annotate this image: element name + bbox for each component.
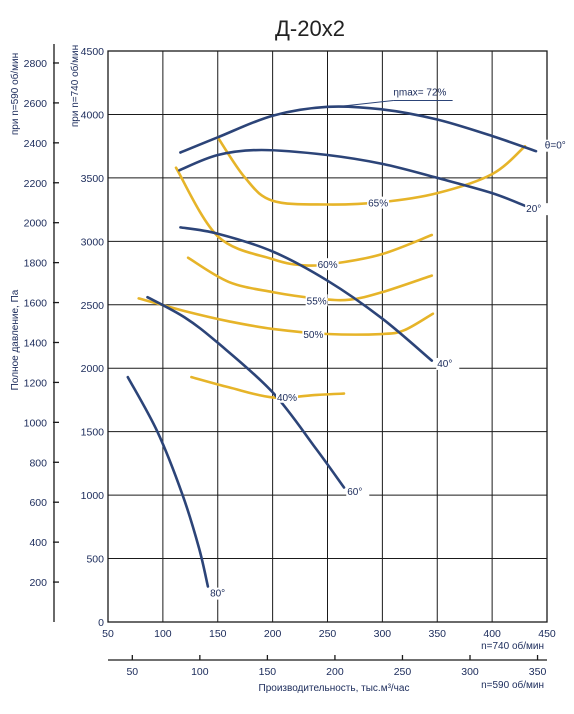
angle-label-bg bbox=[543, 139, 574, 152]
y-tick-label: 4500 bbox=[81, 46, 105, 58]
x-tick-label-590: 200 bbox=[326, 666, 344, 678]
x-tick-label: 200 bbox=[264, 628, 282, 640]
efficiency-curve-60 bbox=[174, 166, 434, 267]
angle-label-bg bbox=[436, 357, 460, 370]
angle-curve-60 bbox=[146, 295, 346, 489]
chart-title: Д-20x2 bbox=[275, 16, 345, 41]
efficiency-label-bg bbox=[302, 327, 325, 340]
efficiency-curve-40 bbox=[190, 375, 346, 399]
angle-curve-label: θ=0° bbox=[545, 141, 566, 152]
y-tick-label-590: 1400 bbox=[24, 337, 48, 349]
angle-curve-label: 20° bbox=[526, 204, 541, 215]
eta-max-leader bbox=[329, 99, 394, 108]
y-tick-label-590: 2600 bbox=[24, 98, 48, 110]
efficiency-curve-50 bbox=[137, 297, 435, 336]
efficiency-curve-65 bbox=[216, 136, 527, 206]
y-tick-label-590: 200 bbox=[29, 577, 47, 589]
angle-curve-label: 80° bbox=[210, 589, 225, 600]
eta-max-label: ηmax= 72% bbox=[393, 87, 446, 98]
efficiency-curve-label: 55% bbox=[307, 296, 327, 307]
efficiency-label-bg bbox=[276, 390, 299, 403]
y-tick-label: 1000 bbox=[81, 490, 105, 502]
x-tick-label-590: 150 bbox=[259, 666, 277, 678]
efficiency-label-bg bbox=[305, 294, 328, 307]
x-axis-label-590: n=590 об/мин bbox=[481, 679, 544, 691]
x-tick-label: 450 bbox=[538, 628, 556, 640]
axes-layer: 50 100 150 200 250 300 350 400 45005001000150020… bbox=[9, 44, 556, 694]
y-tick-label: 3000 bbox=[81, 236, 105, 248]
y-tick-label-590: 1800 bbox=[24, 258, 48, 270]
y-tick-label: 1500 bbox=[81, 427, 105, 439]
x-tick-label: 400 bbox=[483, 628, 501, 640]
angle-label-bg bbox=[525, 203, 549, 216]
y-tick-label: 500 bbox=[86, 554, 104, 566]
x-tick-label-590: 350 bbox=[529, 666, 547, 678]
y-tick-label-590: 400 bbox=[29, 537, 47, 549]
y-tick-label-590: 2200 bbox=[24, 178, 48, 190]
grid-layer bbox=[107, 50, 548, 623]
angle-curve-80 bbox=[126, 375, 210, 588]
efficiency-curve-label: 50% bbox=[303, 330, 323, 341]
y-tick-label-590: 2000 bbox=[24, 218, 48, 230]
angle-label-bg bbox=[209, 587, 233, 600]
y-tick-label-590: 2800 bbox=[24, 58, 48, 70]
labels-layer: θ=0° 20° 40° 60° 80° 65% 60% 55% 50% 40% ηmax= 72% bbox=[209, 87, 574, 600]
angle-curve-20 bbox=[178, 148, 527, 208]
x-tick-label-590: 250 bbox=[394, 666, 412, 678]
x-axis-label-740: n=740 об/мин bbox=[481, 640, 544, 652]
angle-curve-label: 40° bbox=[437, 359, 452, 370]
y-tick-label-590: 2400 bbox=[24, 138, 48, 150]
efficiency-curve-55 bbox=[186, 256, 434, 302]
x-tick-label: 50 bbox=[102, 628, 114, 640]
y-tick-label-590: 1600 bbox=[24, 298, 48, 310]
angle-curve-label: 60° bbox=[347, 487, 362, 498]
y-axis-label-590: при n=590 об/мин bbox=[9, 53, 21, 135]
y-tick-label: 4000 bbox=[81, 109, 105, 121]
plot-frame bbox=[107, 50, 548, 623]
x-tick-label: 350 bbox=[428, 628, 446, 640]
curves-layer bbox=[126, 105, 538, 588]
efficiency-curve-label: 65% bbox=[368, 199, 388, 210]
y-tick-label: 2000 bbox=[81, 363, 105, 375]
y-tick-label-590: 800 bbox=[29, 457, 47, 469]
y-tick-label: 2500 bbox=[81, 300, 105, 312]
x-tick-label-590: 50 bbox=[126, 666, 138, 678]
y-tick-label-590: 1000 bbox=[24, 417, 48, 429]
y-tick-label: 0 bbox=[98, 617, 104, 629]
x-axis-title: Производительность, тыс.м³/час bbox=[259, 683, 410, 694]
x-tick-label: 150 bbox=[209, 628, 227, 640]
y-tick-label-590: 600 bbox=[29, 497, 47, 509]
y-tick-label: 3500 bbox=[81, 173, 105, 185]
angle-label-bg bbox=[346, 486, 370, 499]
x-tick-label: 250 bbox=[319, 628, 337, 640]
efficiency-curve-label: 60% bbox=[318, 260, 338, 271]
angle-curve-40 bbox=[179, 226, 434, 362]
efficiency-label-bg bbox=[316, 258, 339, 271]
y-tick-label-590: 1200 bbox=[24, 377, 48, 389]
x-tick-label-590: 100 bbox=[191, 666, 209, 678]
efficiency-curve-label: 40% bbox=[277, 393, 297, 404]
efficiency-label-bg bbox=[367, 196, 390, 209]
x-tick-label-590: 300 bbox=[461, 666, 479, 678]
x-tick-label: 300 bbox=[374, 628, 392, 640]
y-axis-label-740: при n=740 об/мин bbox=[69, 45, 81, 127]
x-tick-label: 100 bbox=[154, 628, 172, 640]
y-axis-title: Полное давление, Па bbox=[10, 289, 21, 390]
angle-curve-0 bbox=[179, 105, 538, 154]
